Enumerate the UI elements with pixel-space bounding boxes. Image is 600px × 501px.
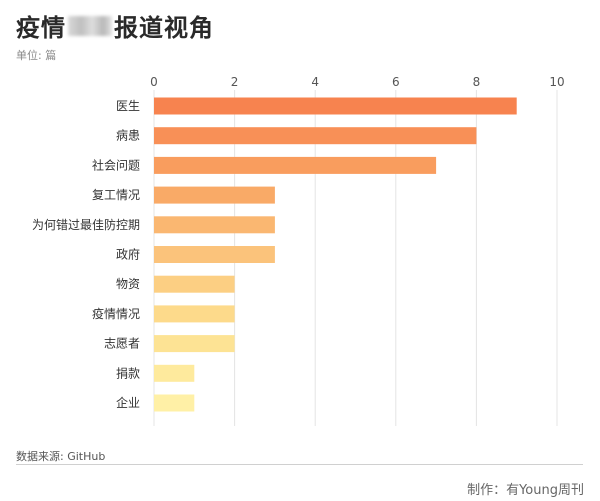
chart-title: 疫情 报道视角 [16,8,214,43]
bar [154,156,437,174]
bar [154,305,235,323]
bar [154,97,517,115]
category-label: 政府 [116,247,140,262]
chart-title-start: 疫情 [16,14,66,42]
bar [154,216,275,234]
category-label: 复工情况 [92,188,140,202]
category-label: 企业 [116,395,140,410]
x-tick-label: 2 [231,75,239,89]
category-label: 社会问题 [92,157,140,172]
x-tick-label: 6 [392,75,400,89]
x-tick-label: 10 [549,75,564,89]
category-label: 为何错过最佳防控期 [32,217,140,232]
category-label: 志愿者 [104,337,140,351]
bar [154,246,275,263]
bar [154,275,235,293]
category-label: 疫情情况 [92,306,140,321]
redacted-text-blur [68,15,112,36]
category-label: 物资 [116,277,140,291]
bar [154,394,195,412]
x-tick-label: 4 [311,75,319,89]
x-tick-label: 0 [150,75,158,89]
category-label: 医生 [116,99,140,113]
category-label: 病患 [116,128,140,143]
data-source-note: 数据来源: GitHub [16,450,106,463]
bar [154,335,235,353]
bar [154,127,477,145]
category-label: 捐款 [116,366,140,380]
credit-label: 制作：有Young周刊 [467,483,584,498]
unit-label: 单位: 篇 [16,49,57,62]
chart-title-end: 报道视角 [114,14,214,42]
bar [154,364,195,382]
x-tick-label: 8 [473,75,481,89]
bar [154,186,275,204]
footer-divider [16,464,583,465]
bar-chart: 0 2 4 6 8 10 医生病患社会问题复工情况为何错过最佳防控期政府物资疫情情况志愿者捐… [32,75,565,426]
